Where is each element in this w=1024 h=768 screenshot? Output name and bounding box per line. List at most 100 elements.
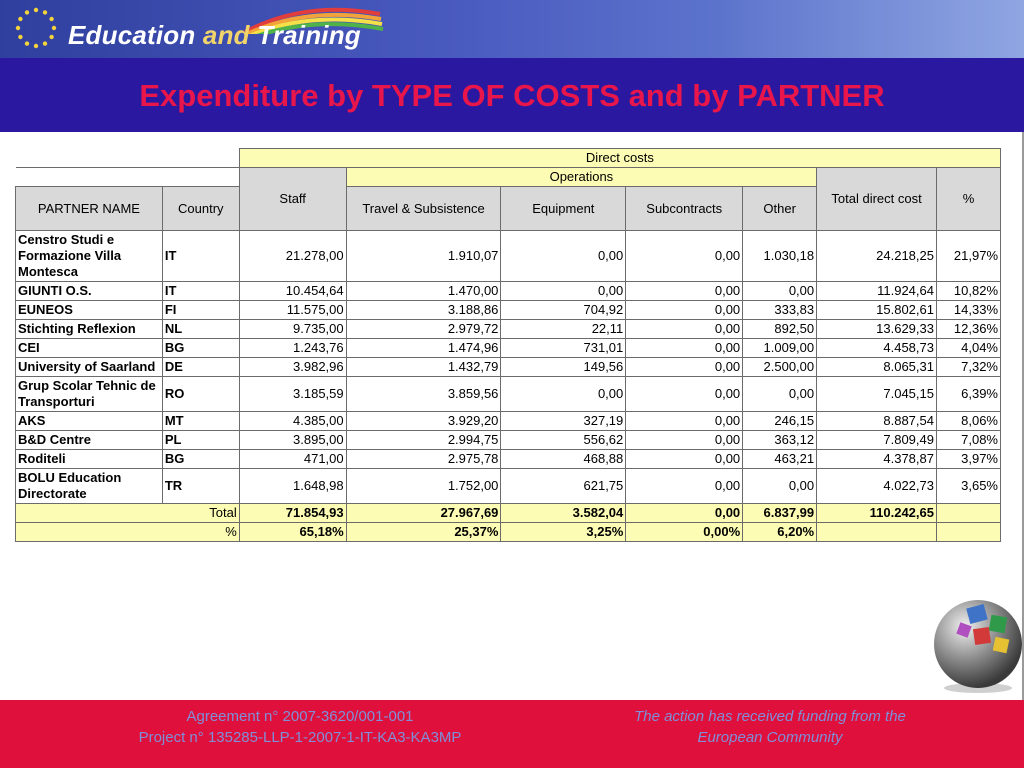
title-band (0, 58, 1024, 132)
cell-equipment: 556,62 (500, 430, 627, 450)
cell-partner: AKS (15, 411, 163, 431)
cell-country: NL (161, 319, 240, 339)
pct-equipment: 3,25% (500, 522, 627, 542)
cell-staff: 4.385,00 (238, 411, 347, 431)
pct-total-empty (816, 522, 937, 542)
cell-equipment: 731,01 (500, 338, 627, 358)
cell-subcontracts: 0,00 (625, 376, 744, 412)
total-row: Total 71.854,93 27.967,69 3.582,04 0,00 … (15, 503, 1002, 523)
cell-pct: 10,82% (935, 281, 1002, 301)
cell-pct: 12,36% (935, 319, 1002, 339)
cell-subcontracts: 0,00 (625, 430, 744, 450)
table-row: CEI BG 1.243,76 1.474,96 731,01 0,00 1.009,00 4… (15, 338, 1002, 358)
puzzle-globe-icon (934, 600, 1022, 693)
cell-travel: 1.432,79 (345, 357, 502, 377)
cell-partner: Grup Scolar Tehnic de Transporturi (15, 376, 163, 412)
cell-subcontracts: 0,00 (625, 411, 744, 431)
cell-staff: 471,00 (238, 449, 347, 469)
empty-corner (15, 148, 240, 168)
cell-equipment: 468,88 (500, 449, 627, 469)
cell-total: 8.065,31 (816, 357, 937, 377)
operations-header: Operations (345, 167, 818, 187)
cell-pct: 14,33% (935, 300, 1002, 320)
expenditure-table: Direct costs Staff Operations Total dire… (15, 148, 1002, 542)
eu-flag-stars-icon (15, 7, 57, 49)
cell-partner: CEI (15, 338, 163, 358)
table-row: Roditeli BG 471,00 2.975,78 468,88 0,00 463,21… (15, 449, 1002, 469)
cell-pct: 7,32% (935, 357, 1002, 377)
cell-pct: 8,06% (935, 411, 1002, 431)
travel-header: Travel & Subsistence (345, 186, 502, 231)
pct-row: % 65,18% 25,37% 3,25% 0,00% 6,20% (15, 522, 1002, 542)
table-row: Grup Scolar Tehnic de Transporturi RO 3.18… (15, 376, 1002, 412)
funding-line-2: European Community (697, 729, 843, 746)
footer-agreement-block: Agreement n° 2007-3620/001-001 Project n… (40, 706, 560, 748)
pct-staff: 65,18% (238, 522, 347, 542)
total-direct-sum: 110.242,65 (816, 503, 937, 523)
header-row-direct: Direct costs (15, 148, 1002, 168)
cell-travel: 2.994,75 (345, 430, 502, 450)
table-row: EUNEOS FI 11.575,00 3.188,86 704,92 0,00 333,8… (15, 300, 1002, 320)
cell-other: 2.500,00 (742, 357, 818, 377)
direct-costs-header: Direct costs (238, 148, 1002, 168)
country-header: Country (161, 186, 240, 231)
cell-equipment: 704,92 (500, 300, 627, 320)
cell-partner: University of Saarland (15, 357, 163, 377)
cell-pct: 6,39% (935, 376, 1002, 412)
cell-staff: 1.243,76 (238, 338, 347, 358)
footer-band (0, 700, 1024, 768)
cell-subcontracts: 0,00 (625, 230, 744, 282)
cell-equipment: 621,75 (500, 468, 627, 504)
equipment-header: Equipment (500, 186, 627, 231)
cell-staff: 9.735,00 (238, 319, 347, 339)
total-pct-empty (935, 503, 1002, 523)
cell-partner: Censtro Studi e Formazione Villa Montesc… (15, 230, 163, 282)
table-body: Censtro Studi e Formazione Villa Montesc… (15, 230, 1002, 504)
agreement-number: Agreement n° 2007-3620/001-001 (186, 708, 414, 725)
cell-country: PL (161, 430, 240, 450)
table-row: GIUNTI O.S. IT 10.454,64 1.470,00 0,00 0,00 0,… (15, 281, 1002, 301)
staff-header: Staff (238, 167, 347, 231)
project-number: Project n° 135285-LLP-1-2007-1-IT-KA3-KA… (138, 729, 462, 746)
cell-other: 0,00 (742, 376, 818, 412)
cell-total: 13.629,33 (816, 319, 937, 339)
cell-staff: 3.185,59 (238, 376, 347, 412)
cell-partner: Roditeli (15, 449, 163, 469)
table-row: Censtro Studi e Formazione Villa Montesc… (15, 230, 1002, 282)
pct-label: % (15, 522, 240, 542)
total-other: 6.837,99 (742, 503, 818, 523)
cell-total: 7.809,49 (816, 430, 937, 450)
cell-subcontracts: 0,00 (625, 338, 744, 358)
cell-other: 1.030,18 (742, 230, 818, 282)
cell-total: 4.378,87 (816, 449, 937, 469)
pct-subcontracts: 0,00% (625, 522, 744, 542)
cell-pct: 21,97% (935, 230, 1002, 282)
cell-partner: Stichting Reflexion (15, 319, 163, 339)
cell-equipment: 327,19 (500, 411, 627, 431)
cell-country: FI (161, 300, 240, 320)
pct-travel: 25,37% (345, 522, 502, 542)
table-row: BOLU Education Directorate TR 1.648,98 1.75… (15, 468, 1002, 504)
cell-equipment: 0,00 (500, 376, 627, 412)
cell-other: 0,00 (742, 468, 818, 504)
cell-pct: 3,65% (935, 468, 1002, 504)
cell-total: 8.887,54 (816, 411, 937, 431)
cell-other: 1.009,00 (742, 338, 818, 358)
cell-country: MT (161, 411, 240, 431)
cell-staff: 1.648,98 (238, 468, 347, 504)
cell-equipment: 149,56 (500, 357, 627, 377)
cell-country: DE (161, 357, 240, 377)
total-label: Total (15, 503, 240, 523)
cell-pct: 4,04% (935, 338, 1002, 358)
cell-subcontracts: 0,00 (625, 357, 744, 377)
cell-country: IT (161, 281, 240, 301)
cell-country: IT (161, 230, 240, 282)
cell-total: 15.802,61 (816, 300, 937, 320)
page-title: Expenditure by TYPE OF COSTS and by PART… (139, 78, 885, 113)
cell-travel: 1.752,00 (345, 468, 502, 504)
cell-total: 24.218,25 (816, 230, 937, 282)
pct-header: % (935, 167, 1002, 231)
content-frame (0, 132, 1024, 700)
rainbow-swoosh-icon (244, 7, 384, 34)
cell-total: 7.045,15 (816, 376, 937, 412)
